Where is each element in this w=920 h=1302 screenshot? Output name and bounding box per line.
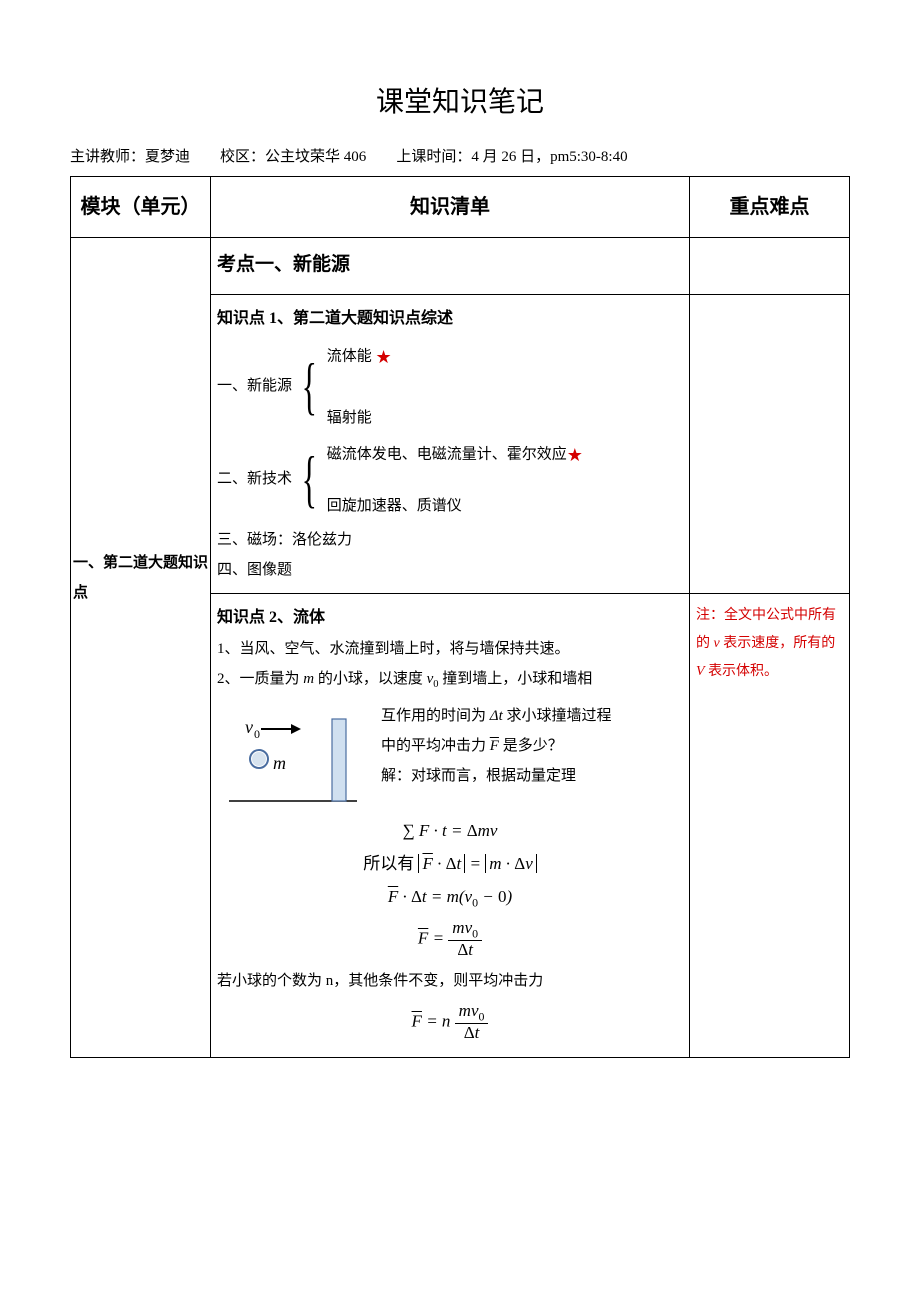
module-cell: 一、第二道大题知识点 [71, 238, 211, 1058]
meta-row: 主讲教师：夏梦迪 校区：公主坟荣华 406 上课时间：4 月 26 日，pm5:… [70, 145, 850, 166]
row3-text: 三、磁场：洛伦兹力 [217, 525, 683, 555]
diag-t1a: 互作用的时间为 [381, 708, 490, 724]
row4-text: 四、图像题 [217, 555, 683, 585]
brace1-item1-text: 流体能 [327, 348, 372, 364]
meta-teacher-label: 主讲教师： [70, 149, 145, 165]
meta-campus: 校区：公主坟荣华 406 [220, 145, 366, 166]
header-content: 知识清单 [211, 177, 690, 238]
notes-empty-2 [690, 295, 850, 594]
brace-icon-2: { [302, 452, 317, 506]
header-module: 模块（单元） [71, 177, 211, 238]
notes-empty-1 [690, 238, 850, 295]
header-notes: 重点难点 [690, 177, 850, 238]
brace2-items: 磁流体发电、电磁流量计、霍尔效应★ 回旋加速器、质谱仪 [327, 437, 583, 521]
meta-time-value: 4 月 26 日，pm5:30-8:40 [471, 149, 627, 165]
main-table: 模块（单元） 知识清单 重点难点 一、第二道大题知识点 考点一、新能源 知识点 … [70, 176, 850, 1058]
kp2-line-last: 若小球的个数为 n，其他条件不变，则平均冲击力 [217, 966, 683, 996]
meta-teacher-value: 夏梦迪 [145, 149, 190, 165]
diag-line1: 互作用的时间为 Δt 求小球撞墙过程 [381, 701, 683, 731]
collision-diagram: v 0 m [217, 701, 367, 811]
module-title-text: 一、第二道大题知识点 [73, 555, 208, 601]
topic1-title: 考点一、新能源 [217, 246, 683, 284]
topic1-title-cell: 考点一、新能源 [211, 238, 690, 295]
diag-t1b: 求小球撞墙过程 [503, 708, 612, 724]
formula-2: 所以有 F · Δt = m · Δv [217, 850, 683, 877]
meta-time: 上课时间：4 月 26 日，pm5:30-8:40 [396, 145, 627, 166]
notes-cell: 注：全文中公式中所有的 v 表示速度，所有的 V 表示体积。 [690, 594, 850, 1058]
formula-1: ∑ F · t = Δmv [217, 817, 683, 844]
meta-time-label: 上课时间： [396, 149, 471, 165]
kp1-cell: 知识点 1、第二道大题知识点综述 一、新能源 { 流体能 ★ 辐射能 二、新技术… [211, 295, 690, 594]
brace-row-1: 一、新能源 { 流体能 ★ 辐射能 [217, 339, 683, 433]
diag-line3: 解：对球而言，根据动量定理 [381, 761, 683, 791]
page-title: 课堂知识笔记 [70, 80, 850, 120]
brace2-item1: 磁流体发电、电磁流量计、霍尔效应★ [327, 437, 583, 473]
kp2-line2: 2、一质量为 m 的小球，以速度 v0 撞到墙上，小球和墙相 [217, 664, 683, 695]
meta-campus-value: 公主坟荣华 406 [265, 149, 366, 165]
formula-3: F · Δt = m(v0 − 0) [217, 883, 683, 912]
formula-5: F = n mv0Δt [217, 1002, 683, 1043]
formula-4: F = mv0Δt [217, 919, 683, 960]
diag-line2: 中的平均冲击力 F 是多少？ [381, 731, 683, 761]
diag-t2b: 是多少？ [499, 738, 563, 754]
suoyou-label: 所以有 [363, 854, 414, 873]
brace1-items: 流体能 ★ 辐射能 [327, 339, 392, 433]
kp2-line2-prefix: 2、一质量为 [217, 671, 303, 687]
header-row: 模块（单元） 知识清单 重点难点 [71, 177, 850, 238]
topic-title-row: 一、第二道大题知识点 考点一、新能源 [71, 238, 850, 295]
kp2-line2-suffix: 撞到墙上，小球和墙相 [439, 671, 593, 687]
note-t2: 表示速度，所有的 [720, 636, 836, 651]
kp2-line2-mid: 的小球，以速度 [314, 671, 427, 687]
diag-t2a: 中的平均冲击力 [381, 738, 490, 754]
star-icon-1: ★ [376, 347, 392, 367]
kp2-cell: 知识点 2、流体 1、当风、空气、水流撞到墙上时，将与墙保持共速。 2、一质量为… [211, 594, 690, 1058]
svg-text:0: 0 [254, 727, 260, 741]
kp2-title: 知识点 2、流体 [217, 602, 683, 634]
brace1-label: 一、新能源 [217, 371, 292, 401]
svg-text:m: m [273, 753, 286, 773]
meta-campus-label: 校区： [220, 149, 265, 165]
brace-row-2: 二、新技术 { 磁流体发电、电磁流量计、霍尔效应★ 回旋加速器、质谱仪 [217, 437, 683, 521]
star-icon-2: ★ [567, 445, 583, 465]
brace1-item1: 流体能 ★ [327, 339, 392, 375]
brace1-item2: 辐射能 [327, 403, 392, 433]
diagram-text: 互作用的时间为 Δt 求小球撞墙过程 中的平均冲击力 F 是多少？ 解：对球而言… [381, 701, 683, 791]
note-t3: 表示体积。 [705, 664, 779, 679]
brace2-item2: 回旋加速器、质谱仪 [327, 491, 583, 521]
brace-icon-1: { [302, 359, 317, 413]
brace2-item1-text: 磁流体发电、电磁流量计、霍尔效应 [327, 446, 567, 462]
meta-teacher: 主讲教师：夏梦迪 [70, 145, 190, 166]
diagram-wrap: v 0 m 互作用的时间为 Δt 求小球撞墙过程 中的平均冲击力 F 是多少？ … [217, 701, 683, 811]
kp2-line1: 1、当风、空气、水流撞到墙上时，将与墙保持共速。 [217, 634, 683, 664]
svg-text:v: v [245, 717, 253, 737]
note-text: 注：全文中公式中所有的 v 表示速度，所有的 V 表示体积。 [696, 602, 843, 686]
kp1-title: 知识点 1、第二道大题知识点综述 [217, 303, 683, 335]
brace2-label: 二、新技术 [217, 464, 292, 494]
